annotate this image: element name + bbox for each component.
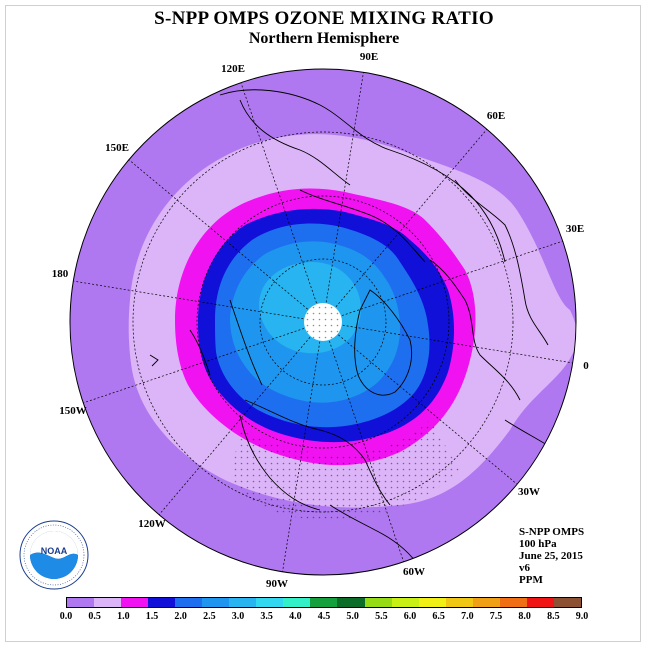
- info-level: 100 hPa: [519, 538, 557, 550]
- map-boundary: [69, 68, 577, 576]
- colorbar-cell: [364, 598, 392, 607]
- colorbar-cell: [391, 598, 419, 607]
- info-instrument: S-NPP OMPS: [519, 526, 585, 538]
- colorbar-tick-label: 3.5: [260, 611, 273, 622]
- info-version: v6: [519, 562, 530, 574]
- map-subtitle: Northern Hemisphere: [248, 30, 400, 47]
- colorbar: [66, 597, 582, 608]
- lon-label-150w: 150W: [59, 405, 87, 417]
- colorbar-tick-label: 0.0: [59, 611, 73, 622]
- colorbar-tick-label: 4.0: [289, 611, 302, 622]
- colorbar-ticks: 0.0 0.5 1.0 1.5 2.0 2.5 3.0 3.5 4.0 4.5 5.0 5.5 6.0 6…: [60, 611, 589, 625]
- info-block: S-NPP OMPS 100 hPa June 25, 2015 v6 PPM: [519, 526, 584, 586]
- colorbar-tick-label: 1.5: [145, 611, 159, 622]
- colorbar-cell: [148, 598, 176, 607]
- lon-label-180: 180: [51, 268, 69, 280]
- colorbar-tick-label: 9.0: [575, 611, 589, 622]
- colorbar-cell: [526, 598, 554, 607]
- colorbar-cell: [499, 598, 527, 607]
- longitude-gridlines: [72, 69, 574, 575]
- colorbar-tick-label: 7.0: [461, 611, 474, 622]
- colorbar-cell: [202, 598, 230, 607]
- noaa-logo-icon: NOAA: [19, 520, 89, 590]
- colorbar-tick-label: 6.5: [432, 611, 445, 622]
- colorbar-cell: [256, 598, 284, 607]
- colorbar-cell: [175, 598, 203, 607]
- colorbar-cell: [472, 598, 500, 607]
- colorbar-cell: [229, 598, 257, 607]
- lon-label-120e: 120E: [221, 63, 245, 75]
- colorbar-cell: [283, 598, 311, 607]
- info-date: June 25, 2015: [519, 550, 583, 562]
- lon-label-90w: 90W: [266, 578, 288, 590]
- colorbar-cell: [94, 598, 122, 607]
- latitude-gridlines: [132, 131, 514, 513]
- lon-label-60w: 60W: [403, 566, 425, 578]
- colorbar-tick-label: 0.5: [88, 611, 101, 622]
- colorbar-cell: [310, 598, 338, 607]
- colorbar-tick-label: 6.0: [403, 611, 417, 622]
- colorbar-cell: [418, 598, 446, 607]
- coastlines: [149, 89, 556, 569]
- lon-label-30e: 30E: [565, 223, 585, 235]
- colorbar-tick-label: 7.5: [489, 611, 503, 622]
- colorbar-tick-label: 1.0: [117, 611, 130, 622]
- lon-label-120w: 120W: [138, 518, 166, 530]
- colorbar-cell: [445, 598, 473, 607]
- colorbar-cell: [67, 598, 95, 607]
- lon-label-150e: 150E: [105, 142, 129, 154]
- colorbar-cell: [553, 598, 581, 607]
- map-title: S-NPP OMPS OZONE MIXING RATIO: [154, 8, 494, 29]
- lon-label-0: 0: [583, 360, 589, 372]
- lon-label-60e: 60E: [486, 110, 506, 122]
- figure-frame: [5, 5, 641, 642]
- colorbar-tick-label: 4.5: [317, 611, 331, 622]
- noaa-logo-text: NOAA: [41, 546, 68, 556]
- map-dotted-region: [230, 420, 460, 520]
- colorbar-tick-label: 8.0: [518, 611, 531, 622]
- colorbar-tick-label: 5.0: [346, 611, 359, 622]
- lon-label-90e: 90E: [359, 51, 379, 63]
- info-units: PPM: [519, 574, 543, 586]
- colorbar-tick-label: 5.5: [375, 611, 388, 622]
- colorbar-tick-label: 2.0: [174, 611, 187, 622]
- colorbar-tick-label: 8.5: [547, 611, 560, 622]
- colorbar-cell: [121, 598, 149, 607]
- lon-label-30w: 30W: [518, 486, 540, 498]
- colorbar-tick-label: 2.5: [203, 611, 216, 622]
- colorbar-tick-label: 3.0: [231, 611, 245, 622]
- colorbar-cell: [337, 598, 365, 607]
